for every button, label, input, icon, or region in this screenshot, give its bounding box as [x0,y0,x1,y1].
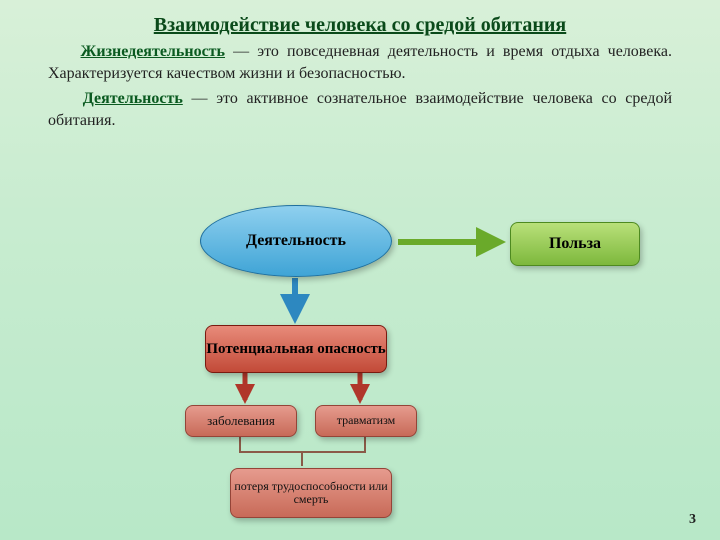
paragraph-2: Деятельность — это активное сознательное… [0,84,720,131]
connector-to-loss [240,437,365,466]
node-injury: травматизм [315,405,417,437]
node-activity: Деятельность [200,205,392,277]
node-benefit: Польза [510,222,640,266]
page-number: 3 [689,512,696,528]
node-disease: заболевания [185,405,297,437]
paragraph-1: Жизнедеятельность — это повседневная дея… [0,37,720,84]
node-loss: потеря трудоспособности или смерть [230,468,392,518]
term-deyatelnost: Деятельность [83,90,183,107]
slide-title: Взаимодействие человека со средой обитан… [0,0,720,37]
term-zhiznedeyatelnost: Жизнедеятельность [81,43,225,60]
node-hazard: Потенциальная опасность [205,325,387,373]
diagram-stage: Деятельность Польза Потенциальная опасно… [0,200,720,540]
